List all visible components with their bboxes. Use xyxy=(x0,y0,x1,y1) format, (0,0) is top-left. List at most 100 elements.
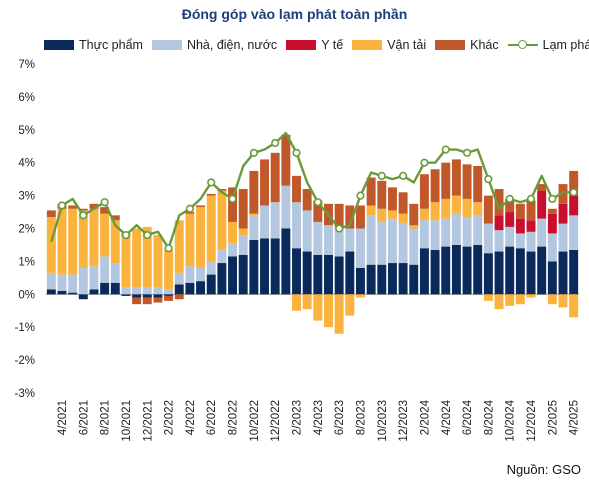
bar-segment xyxy=(89,203,99,209)
inflation-point xyxy=(100,198,109,207)
x-tick-label: 10/2021 xyxy=(121,400,133,442)
bar-segment xyxy=(206,195,216,262)
bar-segment xyxy=(292,248,301,295)
bar-segment xyxy=(217,263,227,295)
bar-segment xyxy=(366,205,376,216)
bar-segment xyxy=(409,225,419,229)
inflation-point xyxy=(121,230,131,240)
bar-segment xyxy=(419,248,429,295)
bar-segment xyxy=(515,218,525,234)
inflation-point xyxy=(505,194,514,203)
bar-segment xyxy=(387,210,397,219)
bar-segment xyxy=(441,218,451,247)
bar-segment xyxy=(121,287,131,295)
bar-segment xyxy=(387,218,397,264)
bar-segment xyxy=(313,221,323,255)
bar-segment xyxy=(494,215,504,231)
bar-segment xyxy=(110,282,120,295)
bar-segment xyxy=(142,297,152,305)
legend-swatch-thuc-pham xyxy=(44,40,74,50)
bar-segment xyxy=(473,215,483,245)
bar-segment xyxy=(515,203,525,219)
bar-segment xyxy=(185,213,195,267)
bar-segment xyxy=(228,221,238,244)
x-tick-label: 12/2024 xyxy=(526,399,538,441)
x-tick-label: 8/2023 xyxy=(355,400,367,435)
bar-segment xyxy=(515,294,525,305)
inflation-point xyxy=(569,188,578,197)
bar-segment xyxy=(313,200,323,222)
bar-segment xyxy=(217,190,227,250)
y-tick-label: -1% xyxy=(15,322,35,334)
x-tick-label: 2/2024 xyxy=(419,399,431,435)
bar-segment xyxy=(430,220,440,250)
bar-segment xyxy=(196,281,206,295)
bar-segment xyxy=(558,203,568,224)
bar-segment xyxy=(313,294,323,321)
chart-legend: Thực phẩm Nhà, điện, nước Y tế Vận tải K… xyxy=(44,38,589,52)
bar-segment xyxy=(68,292,78,295)
bar-segment xyxy=(164,294,174,296)
bar-segment xyxy=(121,236,131,288)
bar-segment xyxy=(558,294,568,308)
bar-segment xyxy=(547,294,557,305)
bar-segment xyxy=(153,294,163,298)
bar-segment xyxy=(100,256,110,283)
bar-segment xyxy=(355,205,365,229)
bar-segment xyxy=(473,202,483,216)
bar-segment xyxy=(292,175,301,203)
bar-segment xyxy=(483,253,493,295)
bar-segment xyxy=(260,205,269,239)
bar-segment xyxy=(78,294,88,300)
bar-segment xyxy=(249,213,259,216)
bar-segment xyxy=(334,294,344,334)
inflation-point xyxy=(377,171,386,180)
bar-segment xyxy=(206,261,216,275)
legend-label-lam-phat: Lạm phát xyxy=(542,38,589,52)
bar-segment xyxy=(483,223,493,254)
bar-segment xyxy=(313,254,323,295)
bar-segment xyxy=(78,267,88,295)
bar-segment xyxy=(409,228,419,265)
inflation-point xyxy=(271,138,280,148)
bar-segment xyxy=(398,223,408,264)
bar-segment xyxy=(355,267,365,295)
bar-segment xyxy=(398,263,408,295)
inflation-point xyxy=(548,194,557,203)
bar-segment xyxy=(345,294,355,316)
bar-segment xyxy=(419,208,429,221)
bar-segment xyxy=(515,248,525,295)
legend-line-marker-lam-phat xyxy=(507,40,538,50)
bar-segment xyxy=(377,180,387,209)
bar-segment xyxy=(537,184,547,191)
bar-segment xyxy=(547,261,557,295)
bar-segment xyxy=(228,187,238,222)
bar-segment xyxy=(569,215,579,250)
bar-segment xyxy=(451,244,461,295)
x-tick-label: 4/2024 xyxy=(441,399,453,435)
legend-swatch-y-te xyxy=(286,40,317,50)
bar-segment xyxy=(238,254,248,295)
x-tick-label: 4/2025 xyxy=(569,400,581,435)
inflation-point xyxy=(399,171,408,180)
bar-segment xyxy=(78,210,88,268)
bar-segment xyxy=(366,264,376,295)
inflation-point xyxy=(420,158,429,167)
bar-segment xyxy=(228,256,238,295)
x-tick-label: 10/2022 xyxy=(249,400,261,442)
x-tick-label: 2/2023 xyxy=(292,400,304,435)
bar-segment xyxy=(57,208,67,275)
x-tick-label: 6/2023 xyxy=(334,400,346,435)
y-tick-label: 4% xyxy=(18,158,35,170)
bar-segment xyxy=(302,210,312,252)
bar-segment xyxy=(324,254,333,295)
bar-segment xyxy=(46,289,56,295)
x-tick-label: 12/2022 xyxy=(270,400,282,442)
legend-item-nha-dien-nuoc: Nhà, điện, nước xyxy=(151,38,277,52)
bar-segment xyxy=(462,216,472,247)
bar-segment xyxy=(451,213,461,245)
legend-swatch-van-tai xyxy=(352,40,383,50)
inflation-point xyxy=(164,244,173,253)
x-tick-label: 12/2021 xyxy=(142,400,154,442)
bar-segment xyxy=(569,294,579,318)
